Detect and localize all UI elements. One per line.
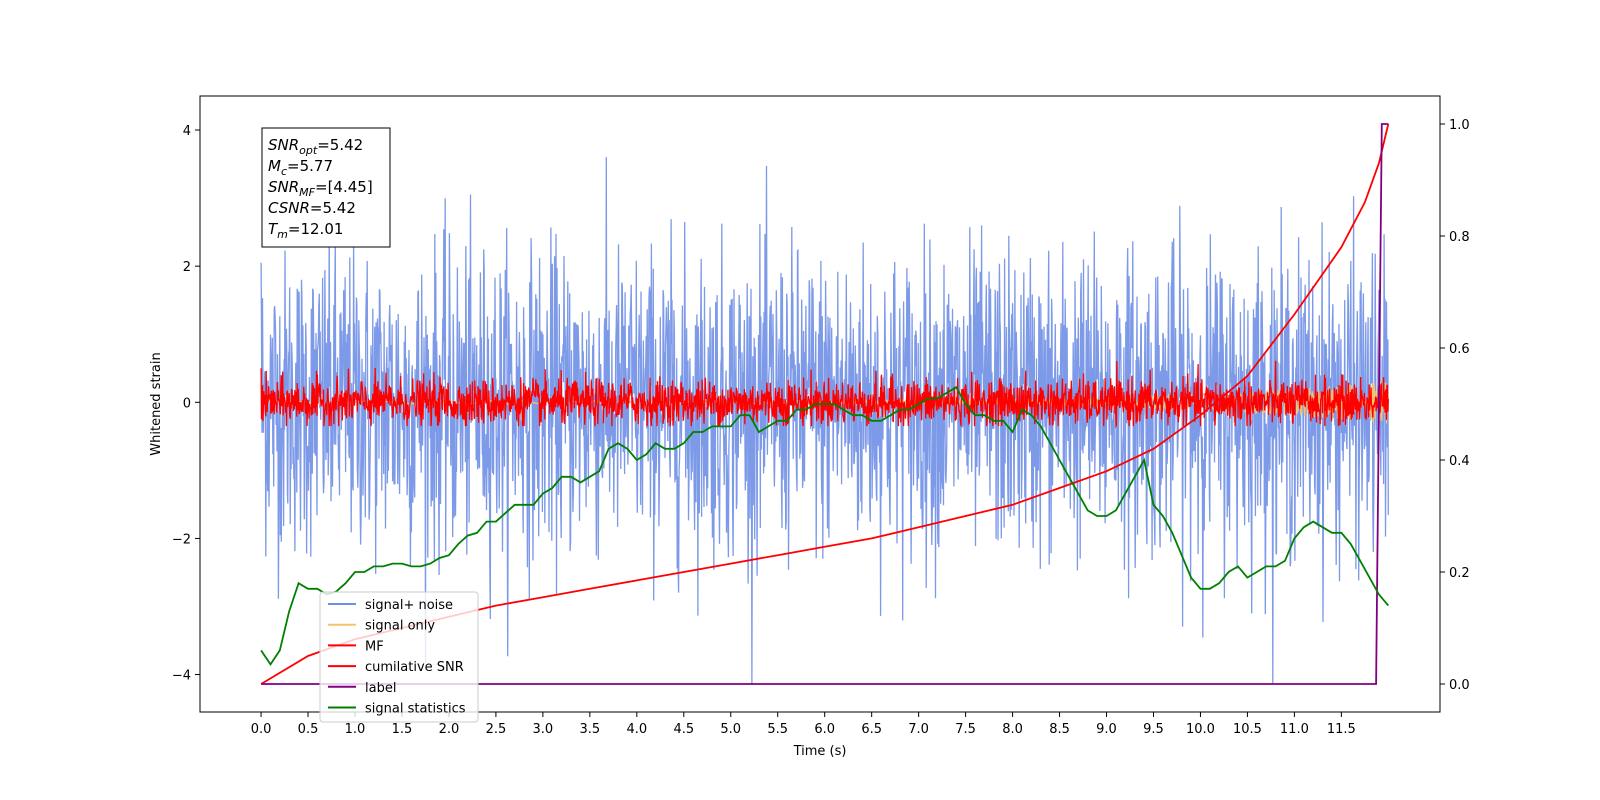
x-tick-label: 9.5 [1143, 722, 1164, 737]
x-tick-label: 1.0 [345, 722, 366, 737]
series-line-0 [260, 157, 1389, 685]
x-tick-label: 10.0 [1186, 722, 1215, 737]
annotation-value: =5.77 [287, 157, 333, 175]
x-tick-label: 10.5 [1233, 722, 1262, 737]
y2-tick-label: 0.4 [1449, 454, 1470, 469]
y-axis: 4 2 0 −2 −4 [172, 124, 200, 684]
legend: signal+ noise signal only MF cumilative SNR… [319, 591, 479, 723]
x-tick-label: 6.5 [861, 722, 882, 737]
legend-label: cumilative SNR [365, 660, 464, 675]
y-axis-label: Whitened strain [149, 352, 164, 455]
x-tick-label: 7.0 [908, 722, 929, 737]
x-tick-label: 5.0 [720, 722, 741, 737]
x-tick-label: 0.5 [298, 722, 319, 737]
legend-label: signal only [365, 619, 435, 634]
y2-tick-label: 0.2 [1449, 566, 1470, 581]
y2-axis: 1.0 0.8 0.6 0.4 0.2 0.0 [1440, 118, 1470, 693]
annotation-line: SNRMF=[4.45] [268, 178, 373, 199]
x-tick-label: 5.5 [767, 722, 788, 737]
x-tick-label: 11.5 [1327, 722, 1356, 737]
x-tick-label: 8.5 [1049, 722, 1070, 737]
annotation-symbol: M [268, 157, 281, 175]
annotation-value: =5.42 [317, 136, 363, 154]
y-tick-label: −2 [172, 532, 191, 547]
annotation-line: CSNR=5.42 [268, 199, 356, 217]
x-tick-label: 1.5 [392, 722, 413, 737]
annotation-value: =[4.45] [315, 178, 373, 196]
annotation-frame [261, 127, 391, 248]
x-axis-label: Time (s) [793, 744, 847, 759]
legend-frame [319, 591, 479, 723]
y-tick-label: 4 [183, 124, 191, 139]
plot-frame [199, 95, 1441, 713]
x-tick-label: 2.5 [486, 722, 507, 737]
series-line-2 [260, 360, 1389, 429]
series-line-4 [261, 123, 1389, 685]
x-axis: 0.0 0.5 1.0 1.5 2.0 2.5 3.0 3.5 4.0 4.5 5.0 5.5 6.0 6… [251, 712, 1356, 737]
annotation-subscript: opt [299, 144, 318, 157]
annotation-value: =12.01 [288, 220, 344, 238]
annotation-line: Mc=5.77 [268, 157, 333, 178]
y2-tick-label: 1.0 [1449, 118, 1470, 133]
legend-label: label [365, 681, 396, 696]
x-tick-label: 3.5 [580, 722, 601, 737]
annotation-symbol: SNR [268, 178, 299, 196]
series-line-5 [260, 385, 1389, 667]
x-tick-label: 8.0 [1002, 722, 1023, 737]
legend-label: MF [365, 639, 384, 654]
x-tick-label: 0.0 [251, 722, 272, 737]
x-tick-label: 11.0 [1280, 722, 1309, 737]
x-tick-label: 2.0 [439, 722, 460, 737]
y2-tick-label: 0.0 [1449, 678, 1470, 693]
annotation-value: =5.42 [310, 199, 356, 217]
x-tick-label: 4.5 [673, 722, 694, 737]
y2-tick-label: 0.8 [1449, 230, 1470, 245]
x-tick-label: 7.5 [955, 722, 976, 737]
annotation-subscript: m [277, 228, 288, 241]
x-tick-label: 4.0 [626, 722, 647, 737]
annotation-symbol: T [268, 220, 279, 238]
legend-label: signal statistics [365, 702, 466, 717]
y-tick-label: 0 [183, 396, 191, 411]
annotation-symbol: CSNR [268, 199, 310, 217]
x-tick-label: 9.0 [1096, 722, 1117, 737]
y-tick-label: −4 [172, 669, 191, 684]
x-tick-label: 6.0 [814, 722, 835, 737]
legend-label: signal+ noise [365, 598, 453, 613]
annotation-subscript: MF [299, 186, 315, 199]
annotation-symbol: SNR [268, 136, 299, 154]
annotation-line: SNRopt=5.42 [268, 136, 363, 157]
annotation-box: SNRopt=5.42Mc=5.77SNRMF=[4.45]CSNR=5.42T… [261, 127, 391, 248]
annotation-subscript: c [281, 165, 287, 178]
y2-tick-label: 0.6 [1449, 342, 1470, 357]
y-tick-label: 2 [183, 260, 191, 275]
annotation-line: Tm=12.01 [268, 220, 343, 241]
x-tick-label: 3.0 [533, 722, 554, 737]
